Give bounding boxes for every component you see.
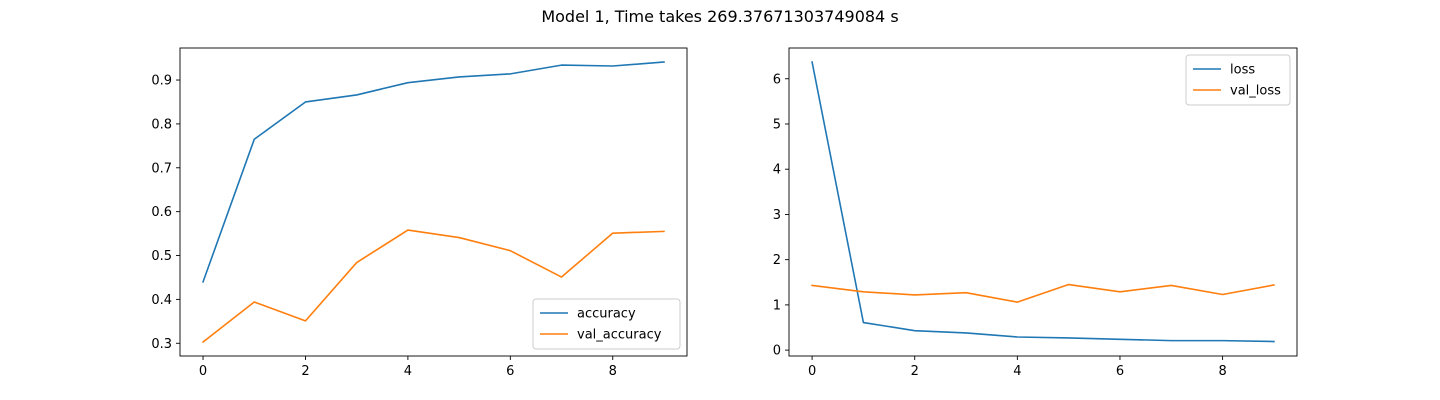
- x-tick-label: 0: [808, 364, 816, 379]
- y-tick-label: 0.8: [151, 117, 172, 132]
- legend-box: [532, 298, 681, 350]
- x-tick-label: 4: [404, 364, 412, 379]
- y-tick-label: 3: [773, 208, 781, 223]
- y-tick-label: 5: [773, 117, 781, 132]
- y-tick-label: 1: [773, 298, 781, 313]
- chart-1: 0 2 4 6 8 0.3 0.4 0.5 0.6 0.7 0.8 0.9 accuracy val_ac…: [151, 47, 688, 379]
- figure-title: Model 1, Time takes 269.37671303749084 s: [541, 7, 898, 26]
- x-tick-label: 6: [506, 364, 514, 379]
- x-tick-label: 8: [609, 364, 617, 379]
- x-tick-label: 6: [1116, 364, 1124, 379]
- legend: accuracy val_accuracy: [532, 298, 681, 350]
- x-tick-label: 8: [1218, 364, 1226, 379]
- y-tick-label: 0.9: [151, 74, 172, 89]
- legend: loss val_loss: [1185, 54, 1291, 106]
- plot-frame: [179, 47, 688, 357]
- x-tick-label: 2: [301, 364, 309, 379]
- y-tick-label: 2: [773, 253, 781, 268]
- y-tick-label: 0.7: [151, 161, 172, 176]
- legend-label-val-loss: val_loss: [1230, 84, 1281, 99]
- series-line-val-accuracy: [201, 229, 665, 344]
- legend-label-loss: loss: [1230, 63, 1255, 78]
- legend-label-accuracy: accuracy: [577, 307, 636, 322]
- legend-box: [1185, 54, 1291, 106]
- y-tick-label: 0: [773, 344, 781, 359]
- chart-2: 0 2 4 6 8 0 1 2 3 4 5 6 loss val_loss: [773, 47, 1298, 379]
- series-line-loss: [811, 61, 1275, 343]
- x-tick-label: 0: [199, 364, 207, 379]
- y-tick-label: 0.6: [151, 205, 172, 220]
- y-tick-label: 0.4: [151, 293, 172, 308]
- y-tick-label: 6: [773, 72, 781, 87]
- legend-label-val-accuracy: val_accuracy: [577, 328, 662, 343]
- series-line-val-loss: [811, 283, 1275, 303]
- x-tick-label: 2: [911, 364, 919, 379]
- y-tick-label: 0.3: [151, 337, 172, 352]
- series-line-accuracy: [202, 61, 665, 283]
- y-tick-label: 4: [773, 163, 781, 178]
- y-tick-label: 0.5: [151, 249, 172, 264]
- plot-frame: [788, 47, 1298, 357]
- x-tick-label: 4: [1013, 364, 1021, 379]
